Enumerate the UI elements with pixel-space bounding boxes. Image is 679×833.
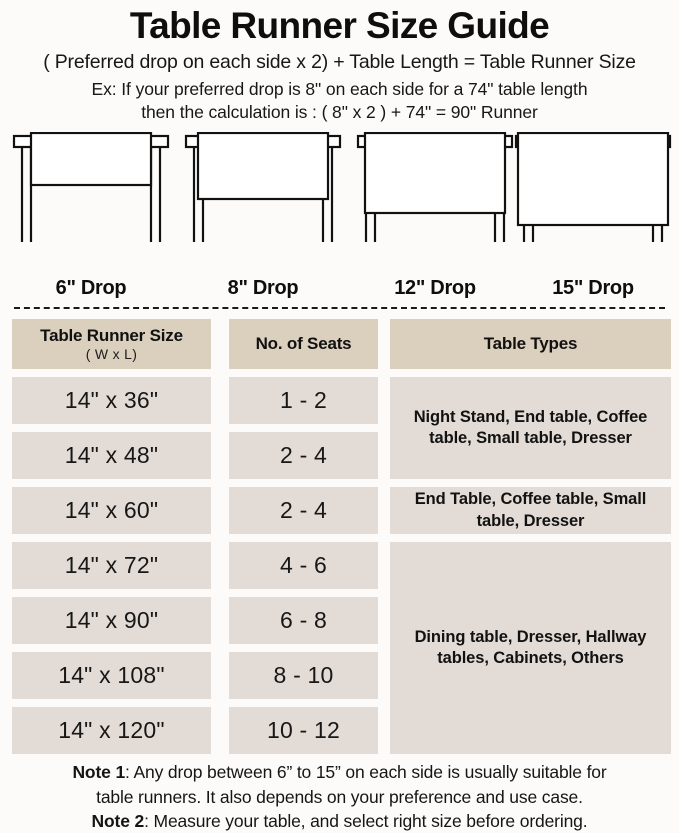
formula-line: ( Preferred drop on each side x 2) + Tab… (43, 50, 636, 73)
seats-value: 10 - 12 (266, 717, 340, 744)
size-table: Table Runner Size( W x L) No. of Seats Tab… (8, 319, 671, 755)
table-diagram-12in (350, 132, 520, 243)
seats-cell: 4 - 6 (229, 542, 378, 590)
example-block: Ex: If your preferred drop is 8" on each… (8, 78, 671, 125)
runner-size-value: 14" x 90" (64, 607, 159, 634)
drop-labels: 6" Drop 8" Drop 12" Drop 15" Drop (0, 277, 679, 303)
seats-cell: 6 - 8 (229, 597, 378, 645)
table-row: 14" x 72" (12, 542, 211, 590)
note-2-label: Note 2 (91, 810, 145, 831)
table-types-value: End Table, Coffee table, Small table, Dr… (414, 490, 647, 530)
drop-label-6in: 6" Drop (55, 277, 127, 300)
header-title: Table Types (483, 334, 578, 354)
runner-size-value: 14" x 108" (58, 662, 165, 689)
note-1-text-1: : Any drop between 6” to 15” on each sid… (125, 762, 607, 783)
header-title: Table Runner Size (40, 326, 183, 346)
seats-cell: 10 - 12 (229, 707, 378, 755)
runner-size-value: 14" x 36" (64, 387, 159, 414)
note-1-line-2: table runners. It also depends on your p… (96, 786, 583, 807)
seats-value: 2 - 4 (279, 497, 328, 524)
runner-size-value: 14" x 72" (64, 552, 159, 579)
runner-size-value: 14" x 48" (64, 442, 159, 469)
header-title: No. of Seats (255, 334, 352, 354)
table-types-cell: Night Stand, End table, Coffee table, Sm… (390, 377, 671, 480)
drop-label-12in: 12" Drop (394, 277, 476, 300)
seats-value: 8 - 10 (273, 662, 334, 689)
seats-value: 2 - 4 (279, 442, 328, 469)
table-row: 14" x 108" (12, 652, 211, 700)
header-subtitle: ( W x L) (85, 345, 138, 362)
table-diagram-6in (6, 132, 176, 243)
note-2-line: Note 2: Measure your table, and select r… (10, 809, 669, 833)
table-types-value: Night Stand, End table, Coffee table, Sm… (413, 407, 648, 448)
table-header-3: Table Types (390, 319, 671, 370)
drop-label-8in: 8" Drop (227, 277, 299, 300)
seats-cell: 8 - 10 (229, 652, 378, 700)
table-types-value: Dining table, Dresser, Hallway tables, C… (414, 627, 647, 668)
example-line-2: then the calculation is : ( 8" x 2 ) + 7… (141, 102, 538, 123)
drop-label-15in: 15" Drop (552, 277, 634, 300)
table-row: 14" x 48" (12, 432, 211, 480)
section-divider (14, 307, 665, 310)
page-title: Table Runner Size Guide (129, 5, 550, 46)
seats-cell: 2 - 4 (229, 487, 378, 535)
table-types-cell: End Table, Coffee table, Small table, Dr… (390, 487, 671, 535)
seats-value: 4 - 6 (279, 552, 328, 579)
table-header-1: Table Runner Size( W x L) (12, 319, 211, 370)
page-header: Table Runner Size Guide ( Preferred drop… (0, 0, 679, 124)
note-2-text: : Measure your table, and select right s… (144, 810, 588, 831)
table-diagram-15in (508, 132, 678, 243)
seats-value: 6 - 8 (279, 607, 328, 634)
example-line-1: Ex: If your preferred drop is 8" on each… (91, 78, 588, 99)
note-1-label: Note 1 (72, 762, 126, 783)
table-header-2: No. of Seats (229, 319, 378, 370)
notes-block: Note 1: Any drop between 6” to 15” on ea… (10, 760, 669, 832)
seats-cell: 2 - 4 (229, 432, 378, 480)
table-row: 14" x 36" (12, 377, 211, 425)
table-diagram-8in (178, 132, 348, 243)
drop-diagrams (0, 132, 679, 277)
runner-size-value: 14" x 120" (58, 717, 165, 744)
runner-size-value: 14" x 60" (64, 497, 159, 524)
note-1-line-1: Note 1: Any drop between 6” to 15” on ea… (10, 760, 669, 784)
table-row: 14" x 90" (12, 597, 211, 645)
seats-value: 1 - 2 (279, 387, 328, 414)
table-row: 14" x 60" (12, 487, 211, 535)
seats-cell: 1 - 2 (229, 377, 378, 425)
table-types-cell: Dining table, Dresser, Hallway tables, C… (390, 542, 671, 755)
table-row: 14" x 120" (12, 707, 211, 755)
